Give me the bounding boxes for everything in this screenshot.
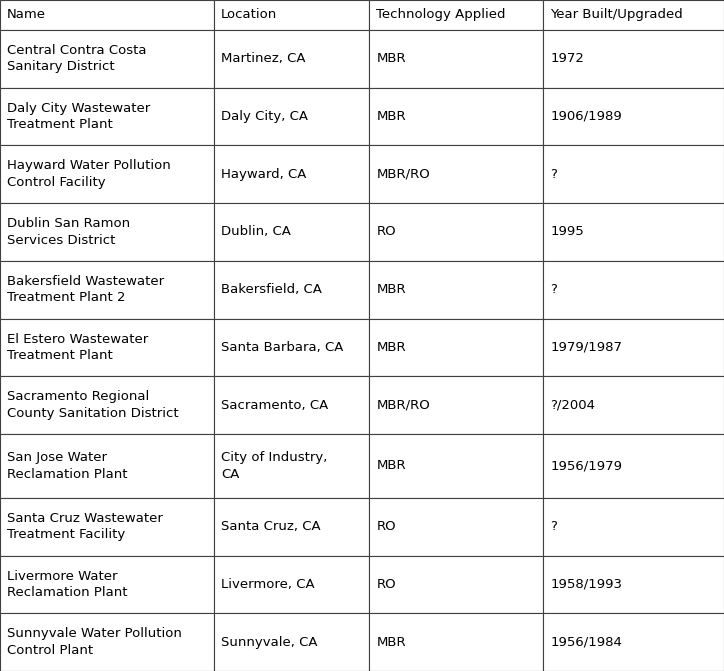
Text: Livermore Water
Reclamation Plant: Livermore Water Reclamation Plant bbox=[7, 570, 127, 599]
Text: Hayward Water Pollution
Control Facility: Hayward Water Pollution Control Facility bbox=[7, 160, 171, 189]
Bar bbox=[214, 613, 369, 671]
Bar bbox=[369, 319, 543, 376]
Bar bbox=[543, 0, 724, 30]
Bar bbox=[369, 498, 543, 556]
Text: El Estero Wastewater
Treatment Plant: El Estero Wastewater Treatment Plant bbox=[7, 333, 148, 362]
Text: MBR: MBR bbox=[376, 52, 406, 65]
Text: Santa Cruz Wastewater
Treatment Facility: Santa Cruz Wastewater Treatment Facility bbox=[7, 512, 163, 541]
Text: Daly City, CA: Daly City, CA bbox=[221, 110, 308, 123]
Text: 1958/1993: 1958/1993 bbox=[550, 578, 622, 591]
Bar bbox=[543, 613, 724, 671]
Bar bbox=[214, 319, 369, 376]
Text: MBR: MBR bbox=[376, 341, 406, 354]
Text: MBR: MBR bbox=[376, 635, 406, 649]
Bar bbox=[0, 319, 214, 376]
Text: 1979/1987: 1979/1987 bbox=[550, 341, 622, 354]
Bar bbox=[0, 203, 214, 261]
Bar bbox=[369, 30, 543, 88]
Text: 1956/1979: 1956/1979 bbox=[550, 460, 622, 472]
Text: Hayward, CA: Hayward, CA bbox=[221, 168, 306, 180]
Bar bbox=[0, 613, 214, 671]
Bar bbox=[543, 203, 724, 261]
Bar bbox=[0, 30, 214, 88]
Bar bbox=[543, 498, 724, 556]
Bar bbox=[369, 261, 543, 319]
Text: Martinez, CA: Martinez, CA bbox=[221, 52, 306, 65]
Text: Sunnyvale, CA: Sunnyvale, CA bbox=[221, 635, 317, 649]
Bar bbox=[543, 434, 724, 498]
Text: Bakersfield Wastewater
Treatment Plant 2: Bakersfield Wastewater Treatment Plant 2 bbox=[7, 275, 164, 305]
Bar bbox=[543, 376, 724, 434]
Text: ?: ? bbox=[550, 283, 557, 296]
Text: RO: RO bbox=[376, 520, 396, 533]
Text: Santa Cruz, CA: Santa Cruz, CA bbox=[221, 520, 321, 533]
Text: Technology Applied: Technology Applied bbox=[376, 9, 506, 21]
Bar bbox=[214, 30, 369, 88]
Bar bbox=[0, 498, 214, 556]
Text: San Jose Water
Reclamation Plant: San Jose Water Reclamation Plant bbox=[7, 451, 127, 480]
Text: Santa Barbara, CA: Santa Barbara, CA bbox=[221, 341, 343, 354]
Bar bbox=[369, 613, 543, 671]
Text: ?: ? bbox=[550, 168, 557, 180]
Text: Location: Location bbox=[221, 9, 277, 21]
Text: RO: RO bbox=[376, 225, 396, 238]
Bar bbox=[543, 319, 724, 376]
Text: Daly City Wastewater
Treatment Plant: Daly City Wastewater Treatment Plant bbox=[7, 102, 151, 132]
Bar bbox=[214, 376, 369, 434]
Text: Sacramento, CA: Sacramento, CA bbox=[221, 399, 328, 412]
Text: Name: Name bbox=[7, 9, 46, 21]
Text: 1995: 1995 bbox=[550, 225, 584, 238]
Text: Year Built/Upgraded: Year Built/Upgraded bbox=[550, 9, 683, 21]
Bar bbox=[0, 88, 214, 146]
Bar bbox=[543, 261, 724, 319]
Bar bbox=[0, 0, 214, 30]
Bar bbox=[0, 556, 214, 613]
Bar bbox=[214, 261, 369, 319]
Text: 1906/1989: 1906/1989 bbox=[550, 110, 622, 123]
Bar bbox=[0, 146, 214, 203]
Bar bbox=[369, 434, 543, 498]
Text: Livermore, CA: Livermore, CA bbox=[221, 578, 314, 591]
Bar bbox=[369, 88, 543, 146]
Bar bbox=[369, 146, 543, 203]
Bar bbox=[214, 434, 369, 498]
Text: ?: ? bbox=[550, 520, 557, 533]
Bar bbox=[543, 146, 724, 203]
Bar bbox=[214, 203, 369, 261]
Bar bbox=[369, 376, 543, 434]
Text: MBR: MBR bbox=[376, 283, 406, 296]
Bar bbox=[543, 30, 724, 88]
Text: Bakersfield, CA: Bakersfield, CA bbox=[221, 283, 321, 296]
Bar bbox=[214, 0, 369, 30]
Bar bbox=[543, 556, 724, 613]
Bar bbox=[214, 498, 369, 556]
Text: Central Contra Costa
Sanitary District: Central Contra Costa Sanitary District bbox=[7, 44, 147, 74]
Text: City of Industry,
CA: City of Industry, CA bbox=[221, 451, 327, 480]
Text: 1956/1984: 1956/1984 bbox=[550, 635, 622, 649]
Bar bbox=[214, 88, 369, 146]
Bar bbox=[369, 556, 543, 613]
Bar bbox=[214, 146, 369, 203]
Bar bbox=[543, 88, 724, 146]
Text: ?/2004: ?/2004 bbox=[550, 399, 595, 412]
Bar bbox=[0, 434, 214, 498]
Text: MBR/RO: MBR/RO bbox=[376, 399, 430, 412]
Bar bbox=[369, 203, 543, 261]
Bar bbox=[0, 376, 214, 434]
Text: 1972: 1972 bbox=[550, 52, 584, 65]
Bar bbox=[214, 556, 369, 613]
Text: RO: RO bbox=[376, 578, 396, 591]
Bar bbox=[0, 261, 214, 319]
Text: MBR/RO: MBR/RO bbox=[376, 168, 430, 180]
Bar bbox=[369, 0, 543, 30]
Text: Sunnyvale Water Pollution
Control Plant: Sunnyvale Water Pollution Control Plant bbox=[7, 627, 182, 657]
Text: MBR: MBR bbox=[376, 110, 406, 123]
Text: MBR: MBR bbox=[376, 460, 406, 472]
Text: Dublin, CA: Dublin, CA bbox=[221, 225, 291, 238]
Text: Dublin San Ramon
Services District: Dublin San Ramon Services District bbox=[7, 217, 130, 247]
Text: Sacramento Regional
County Sanitation District: Sacramento Regional County Sanitation Di… bbox=[7, 391, 179, 420]
